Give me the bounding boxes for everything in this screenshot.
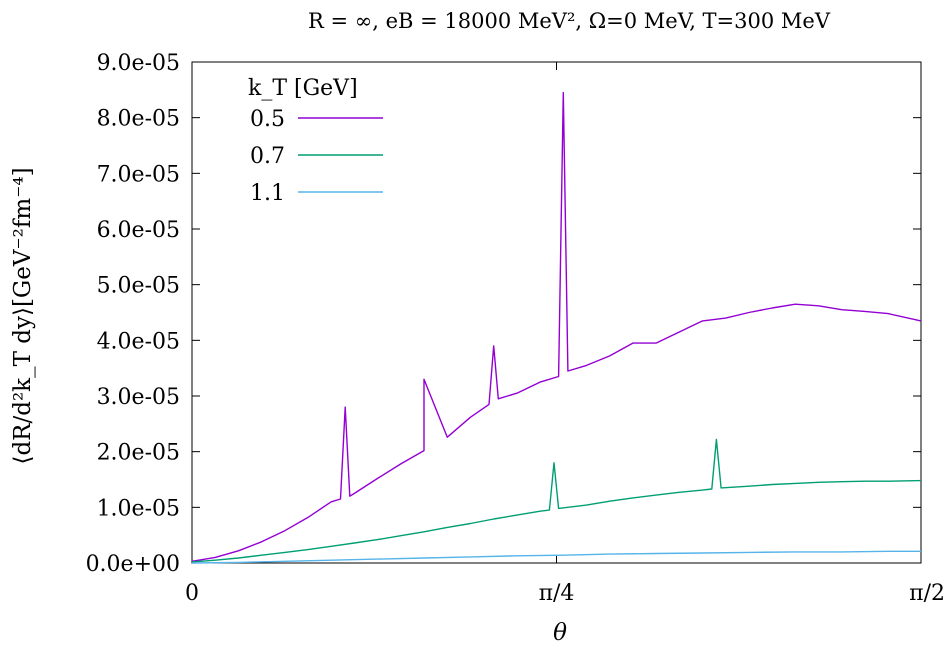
y-tick-label: 4.0e-05 xyxy=(97,329,180,354)
legend-title: k_T [GeV] xyxy=(248,76,358,101)
series-line-0.7 xyxy=(191,438,922,563)
legend-label-1.1: 1.1 xyxy=(250,181,285,206)
series-line-0.5 xyxy=(191,91,922,562)
y-tick-label: 8.0e-05 xyxy=(97,107,180,132)
chart-title: R = ∞, eB = 18000 MeV², Ω=0 MeV, T=300 M… xyxy=(308,9,831,33)
x-tick-label: π/4 xyxy=(539,581,575,606)
y-tick-label: 9.0e-05 xyxy=(97,51,180,76)
y-axis-ticks: 0.0e+00 1.0e-05 2.0e-05 3.0e-05 4.0e-05 5.0e-… xyxy=(86,51,921,577)
y-tick-label: 5.0e-05 xyxy=(97,274,180,299)
y-tick-label: 3.0e-05 xyxy=(97,385,180,410)
legend: k_T [GeV] 0.5 0.7 1.1 xyxy=(248,76,383,206)
x-tick-label: π/2 xyxy=(909,581,945,606)
y-tick-label: 1.0e-05 xyxy=(97,496,180,521)
series-line-1.1 xyxy=(191,550,921,564)
y-tick-label: 6.0e-05 xyxy=(97,218,180,243)
legend-label-0.7: 0.7 xyxy=(250,144,285,169)
x-tick-label: 0 xyxy=(185,581,199,606)
y-axis-label: ⟨dR/d²k_T dy⟩[GeV⁻²fm⁻⁴] xyxy=(10,167,36,464)
series-layer xyxy=(191,91,922,564)
y-tick-label: 2.0e-05 xyxy=(97,441,180,466)
legend-label-0.5: 0.5 xyxy=(250,107,285,132)
x-axis-label: θ xyxy=(553,620,567,646)
y-tick-label: 7.0e-05 xyxy=(97,162,180,187)
x-axis-ticks: 0 π/4 π/2 xyxy=(185,62,945,606)
y-tick-label: 0.0e+00 xyxy=(86,552,180,577)
